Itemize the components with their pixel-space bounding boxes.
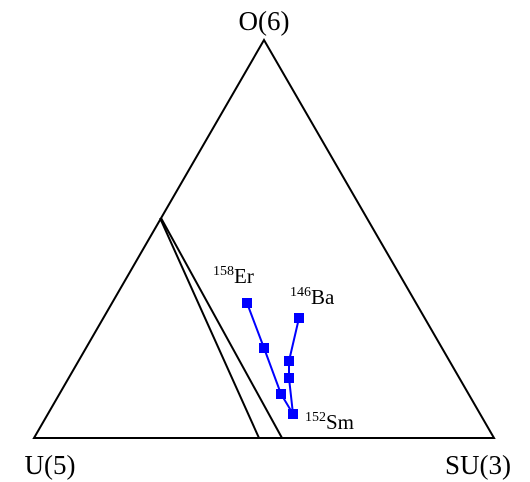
nucleus-element-ba: Ba [311, 285, 335, 309]
vertex-label-u5: U(5) [25, 450, 76, 480]
triangle-outline [32, 38, 496, 439]
nucleus-mass-er: 158 [213, 264, 234, 279]
series-line-ba-sm [288, 317, 300, 415]
data-points [242, 298, 304, 419]
data-point-sm [288, 409, 298, 419]
series-line-er-sm [246, 302, 294, 415]
data-point-ba-3 [284, 373, 294, 383]
nucleus-mass-ba: 146 [290, 285, 311, 300]
nucleus-element-sm: Sm [326, 410, 354, 434]
phase-boundary-line-outer [160, 217, 283, 439]
vertex-label-su3: SU(3) [445, 450, 511, 480]
vertex-label-o6: O(6) [239, 6, 290, 36]
nucleus-label-er: 158Er [213, 264, 254, 288]
nucleus-mass-sm: 152 [305, 410, 326, 425]
data-point-ba-2 [284, 356, 294, 366]
nucleus-label-ba: 146Ba [290, 285, 335, 309]
nucleus-label-sm: 152Sm [305, 410, 354, 434]
phase-boundary-line-inner [159, 217, 260, 439]
data-point-ba-1 [294, 313, 304, 323]
data-point-er-3 [276, 389, 286, 399]
data-point-er-1 [242, 298, 252, 308]
nucleus-element-er: Er [234, 264, 254, 288]
data-point-er-2 [259, 343, 269, 353]
